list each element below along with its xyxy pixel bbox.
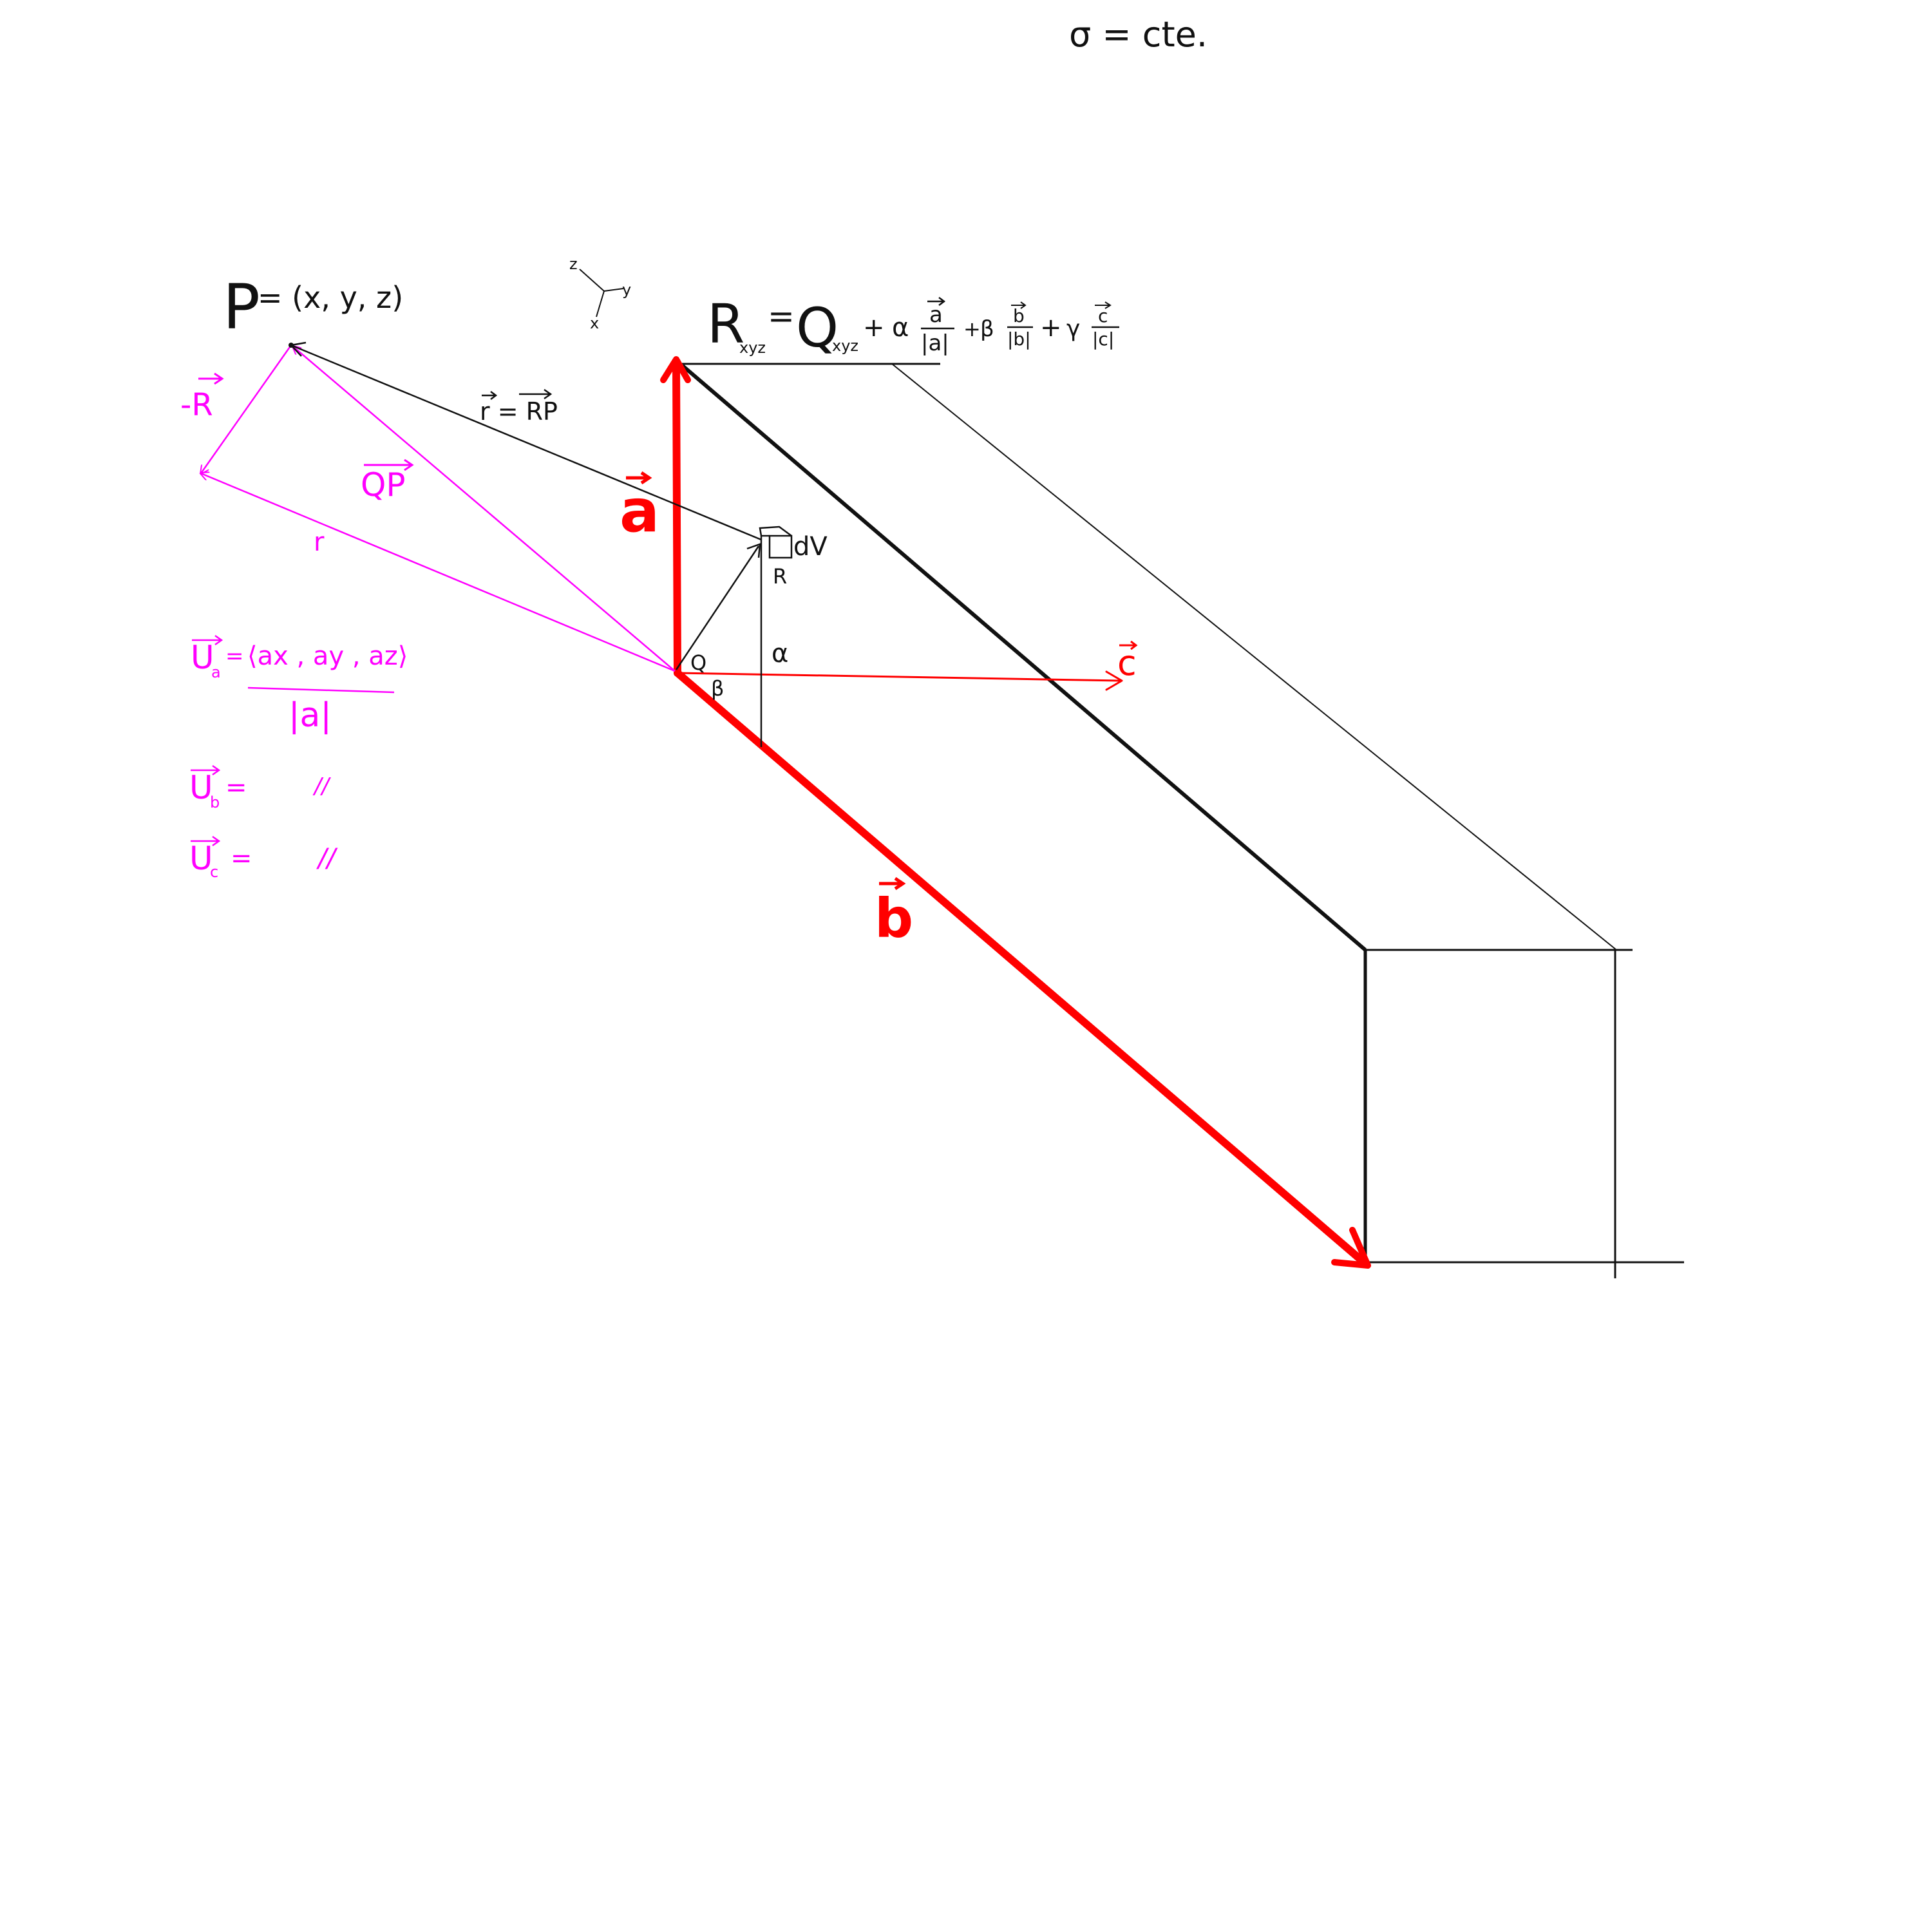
unit-vector-c: U c = //	[189, 835, 338, 881]
vector-c-label: c	[1117, 643, 1137, 683]
point-p-dot	[289, 343, 294, 348]
formula-r-q: Q	[796, 296, 838, 359]
formula-r-plus3: +	[1040, 313, 1062, 343]
vector-c-overarrow	[1119, 640, 1138, 650]
box-front-diagonal	[681, 364, 1367, 952]
vector-r-from-q	[201, 473, 676, 672]
formula-r: R xyz = Q xyz + α a |a| + β b |b| + γ c …	[707, 292, 1119, 359]
box-back-diagonal	[891, 363, 1617, 951]
vector-r-label: r	[314, 527, 325, 557]
ua-eq: =	[225, 643, 244, 669]
q-to-r-vector	[675, 545, 760, 670]
axis-x-line	[596, 290, 605, 317]
axis-y-line	[603, 288, 624, 292]
prism-box	[679, 363, 1684, 1278]
vector-a-arrowhead	[660, 356, 691, 383]
formula-r-b-den: |b|	[1007, 328, 1031, 350]
ua-label: U	[191, 639, 214, 676]
magenta-vectors	[201, 345, 676, 672]
ub-sub: b	[210, 793, 220, 811]
formula-r-c-num: c	[1098, 305, 1108, 327]
uc-label: U	[189, 840, 213, 877]
uc-overarrow	[191, 835, 221, 847]
unit-vector-b: U b = //	[189, 764, 331, 811]
beta-label: β	[711, 676, 724, 701]
vector-qp-label: QP	[361, 466, 406, 504]
red-vectors	[660, 356, 1371, 1269]
vector-a-overarrow	[626, 471, 652, 485]
ub-label: U	[189, 769, 213, 806]
uc-eq: =	[231, 844, 252, 873]
q-to-r-arrowhead	[746, 543, 761, 558]
formula-r-b-overarrow	[1011, 301, 1027, 309]
formula-r-beta: β	[980, 316, 994, 342]
formula-r-plus2: +	[963, 317, 981, 341]
ub-overarrow	[191, 764, 221, 776]
vector-b-label: b	[875, 887, 913, 950]
ub-eq: =	[225, 773, 247, 802]
vector-rp-overarrow-rp	[519, 388, 553, 400]
vector-rp-overarrow-r	[482, 391, 498, 400]
element-construction	[675, 543, 762, 747]
formula-r-alpha: α	[892, 313, 909, 343]
ua-num: ⟨ax , ay , az⟩	[247, 641, 408, 671]
formula-r-gamma: γ	[1066, 316, 1080, 342]
vector-b-arrowhead	[1331, 1227, 1371, 1269]
vector-a-label: a	[620, 477, 659, 545]
axes-gizmo	[579, 269, 624, 317]
dv-cube-top	[759, 526, 792, 537]
point-p-coords: = (x, y, z)	[258, 280, 403, 315]
ub-ditto: //	[312, 773, 331, 799]
point-p-letter: P	[223, 271, 260, 343]
unit-vector-a: U a = ⟨ax , ay , az⟩ |a|	[191, 634, 408, 735]
formula-r-a-den: |a|	[921, 330, 949, 356]
ua-overarrow	[192, 634, 223, 646]
vector-a	[672, 360, 681, 677]
vector-rp-label: r = RP	[480, 397, 558, 426]
alpha-label: α	[772, 639, 788, 668]
dv-label: dV	[793, 532, 828, 562]
vector-b	[674, 669, 1369, 1267]
ua-den: |a|	[289, 696, 332, 735]
ua-bar	[247, 687, 395, 694]
axis-x-label: x	[590, 314, 599, 332]
ua-sub: a	[211, 663, 221, 681]
vector-neg-r-label: -R	[180, 387, 213, 423]
point-q-label: Q	[690, 650, 706, 675]
vector-c-arrowhead	[1105, 670, 1123, 691]
uc-sub: c	[210, 863, 218, 881]
vector-neg-r-overarrow	[198, 372, 224, 385]
formula-r-c-overarrow	[1095, 301, 1112, 309]
formula-r-c-den: |c|	[1092, 328, 1114, 350]
point-r-label: R	[773, 564, 787, 589]
formula-r-lhs-sub: xyz	[739, 339, 766, 357]
formula-r-q-sub: xyz	[832, 337, 858, 355]
header-note: σ = cte.	[1069, 14, 1208, 55]
formula-r-b-num: b	[1013, 305, 1025, 327]
formula-r-a-num: a	[929, 302, 943, 328]
formula-r-a-overarrow	[927, 297, 946, 306]
dv-cube	[759, 526, 793, 559]
formula-r-lhs: R	[707, 292, 744, 355]
axis-y-label: y	[622, 281, 631, 299]
vector-qp-overarrow	[364, 459, 414, 471]
vector-qp	[293, 346, 676, 672]
formula-r-eq: =	[768, 298, 795, 335]
axis-z-line	[579, 269, 605, 292]
vector-b-overarrow	[879, 876, 906, 891]
dv-cube-front	[768, 535, 793, 559]
formula-r-plus1: +	[863, 313, 885, 343]
uc-ditto: //	[316, 844, 338, 873]
vector-rp	[290, 344, 762, 541]
vector-neg-r	[201, 345, 292, 473]
vector-c	[676, 672, 1122, 682]
axis-z-label: z	[569, 255, 578, 273]
